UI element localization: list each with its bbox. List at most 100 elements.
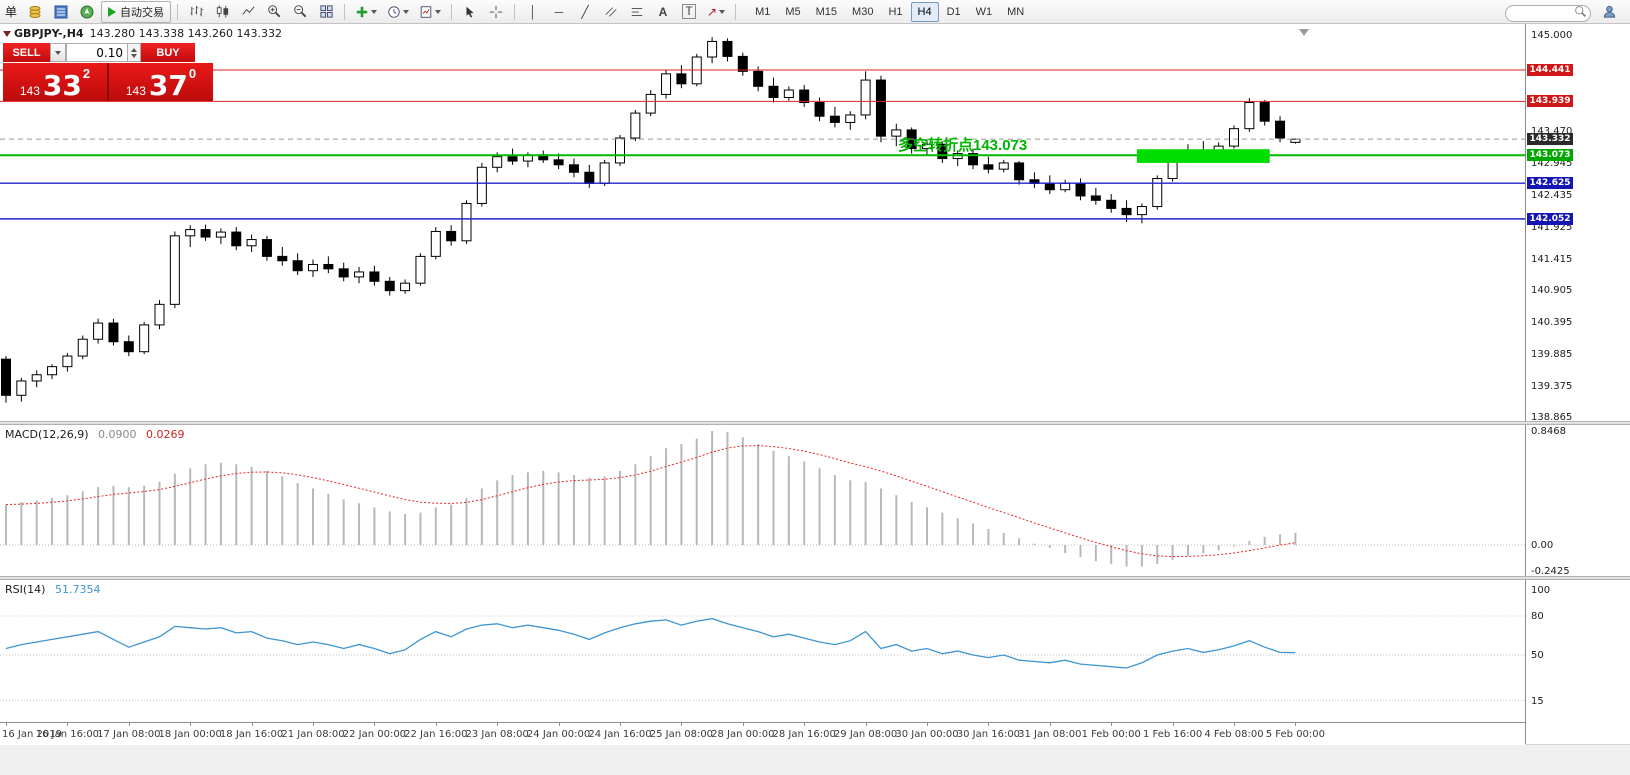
time-axis-label: 24 Jan 00:00	[526, 729, 591, 740]
timeframe-button-d1[interactable]: D1	[946, 5, 961, 18]
macd-canvas[interactable]	[0, 425, 1525, 576]
zoom-out-button[interactable]	[288, 1, 312, 23]
timeframe-button-w1[interactable]: W1	[975, 5, 993, 18]
market-watch-button[interactable]	[49, 1, 73, 23]
text-tool[interactable]: A	[651, 1, 675, 23]
sell-price-display[interactable]: 143 33 2	[3, 63, 109, 101]
trendline-tool[interactable]: ╱	[573, 1, 597, 23]
fibonacci-tool[interactable]	[625, 1, 649, 23]
horizontal-line-tool[interactable]: ─	[547, 1, 571, 23]
timeframe-button-h1[interactable]: H1	[888, 5, 903, 18]
time-axis-label: 18 Jan 00:00	[158, 729, 222, 740]
sell-price-main: 143	[19, 83, 40, 98]
buy-price-display[interactable]: 143 37 0	[109, 63, 213, 101]
line-chart-button[interactable]	[236, 1, 260, 23]
time-axis-tick	[435, 723, 437, 726]
timeframe-button-mn[interactable]: MN	[1007, 5, 1025, 18]
time-axis-tick	[67, 723, 69, 726]
time-axis-label: 22 Jan 16:00	[404, 729, 468, 740]
time-axis-tick	[1172, 723, 1174, 726]
chevron-down-icon	[719, 9, 726, 14]
crosshair-button[interactable]	[484, 1, 508, 23]
search-icon	[1575, 6, 1586, 17]
price-axis-label: 138.865	[1531, 412, 1573, 424]
search-input[interactable]	[1505, 5, 1591, 22]
time-axis-label: 24 Jan 16:00	[588, 729, 652, 740]
candle-chart-button[interactable]	[210, 1, 234, 23]
price-axis-label: 141.415	[1531, 253, 1573, 265]
time-axis-tick	[742, 723, 744, 726]
zoom-in-icon	[267, 5, 280, 18]
timeframe-button-m30[interactable]: M30	[852, 5, 874, 18]
time-axis-label: 23 Jan 08:00	[465, 729, 529, 740]
zoom-in-button[interactable]	[262, 1, 286, 23]
price-scale[interactable]: 145.000 143.470 142.945 142.435 141.925 141.4…	[1525, 24, 1630, 744]
label-tool-icon: T	[682, 3, 696, 20]
timeframe-button-m15[interactable]: M15	[815, 5, 838, 18]
cursor-button[interactable]	[458, 1, 482, 23]
templates-button[interactable]	[415, 1, 445, 23]
price-chart-canvas[interactable]	[0, 24, 1525, 421]
time-axis-label: 16 Jan 16:00	[35, 729, 100, 740]
toolbar-separator	[344, 3, 346, 20]
indicators-button[interactable]	[351, 1, 381, 23]
bar-chart-button[interactable]	[184, 1, 208, 23]
price-axis-label: 140.905	[1531, 285, 1573, 297]
time-axis-tick	[558, 723, 560, 726]
price-badge: 142.052	[1527, 212, 1573, 225]
menu-label[interactable]: 单	[5, 5, 18, 19]
clock-icon	[388, 5, 400, 18]
panel-splitter[interactable]	[0, 576, 1630, 580]
price-chart-panel: GBPJPY-,H4 143.280 143.338 143.260 143.33…	[0, 24, 1525, 421]
time-axis-label: 16 Jan 2019	[2, 729, 62, 740]
volume-input[interactable]	[66, 43, 128, 62]
time-axis-tick	[1049, 723, 1051, 726]
time-axis-tick	[804, 723, 806, 726]
add-indicator-icon	[356, 6, 368, 17]
line-chart-icon	[242, 6, 255, 15]
trade-options-dropdown[interactable]	[50, 43, 66, 62]
price-badge: 143.073	[1527, 149, 1573, 162]
volume-stepper[interactable]	[128, 43, 141, 62]
tile-windows-button[interactable]	[314, 1, 338, 23]
rsi-canvas[interactable]	[0, 580, 1525, 722]
new-order-button[interactable]	[23, 1, 47, 23]
time-axis-tick	[190, 723, 192, 726]
rsi-axis-label: 50	[1531, 650, 1544, 661]
timeframe-button-m5[interactable]: M5	[785, 5, 801, 18]
navigator-button[interactable]	[75, 1, 99, 23]
oneclick-collapse-icon[interactable]	[3, 31, 11, 41]
play-icon	[108, 6, 117, 17]
buy-price-main: 143	[125, 83, 146, 98]
time-axis-tick	[1234, 723, 1235, 726]
window-bottom-strip	[0, 744, 1630, 775]
macd-axis-label: 0.8468	[1531, 426, 1566, 438]
time-axis-tick	[865, 723, 867, 726]
arrows-tool[interactable]: ↗	[703, 1, 729, 23]
time-axis-label: 1 Feb 16:00	[1142, 729, 1203, 740]
panel-splitter[interactable]	[0, 421, 1630, 425]
autotrading-button[interactable]: 自动交易	[101, 0, 172, 23]
periods-button[interactable]	[383, 1, 413, 23]
time-axis-label: 29 Jan 08:00	[833, 729, 898, 740]
label-tool[interactable]: T	[677, 1, 701, 23]
rsi-label: RSI(14) 51.7354	[5, 583, 100, 596]
macd-axis-label: 0.00	[1531, 540, 1554, 551]
buy-button[interactable]: BUY	[141, 43, 195, 62]
channel-tool[interactable]	[599, 1, 623, 23]
toolbar: 单 自动交易	[0, 0, 1630, 24]
time-axis-label: 28 Jan 16:00	[772, 729, 836, 740]
ohlc-label: 143.280 143.338 143.260 143.332	[89, 27, 283, 40]
price-badge: 144.441	[1527, 64, 1573, 77]
timeframe-button-m1[interactable]: M1	[755, 5, 771, 18]
time-axis-tick	[681, 723, 683, 726]
time-axis-label: 21 Jan 08:00	[281, 729, 345, 740]
sell-button[interactable]: SELL	[3, 43, 50, 62]
time-axis[interactable]: 16 Jan 2019 16 Jan 16:00 17 Jan 08:00 18 Ja…	[0, 722, 1525, 745]
time-axis-label: 30 Jan 00:00	[895, 729, 959, 740]
time-axis-label: 1 Feb 00:00	[1081, 729, 1141, 740]
toolbar-separator	[735, 3, 737, 20]
timeframe-button-h4[interactable]: H4	[910, 1, 939, 22]
community-button[interactable]	[1597, 1, 1621, 23]
vertical-line-tool[interactable]: │	[521, 1, 545, 23]
